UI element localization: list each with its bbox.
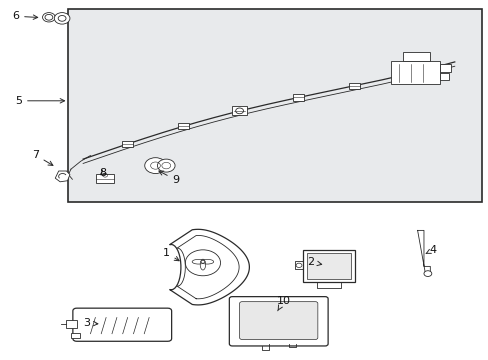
Text: 10: 10 <box>276 296 290 311</box>
Polygon shape <box>55 171 70 182</box>
Text: 3: 3 <box>83 318 98 328</box>
Bar <box>71 333 80 338</box>
Bar <box>68 9 481 202</box>
FancyBboxPatch shape <box>239 302 317 339</box>
Bar <box>390 61 439 84</box>
Bar <box>96 174 114 183</box>
Circle shape <box>144 158 166 174</box>
Text: 6: 6 <box>12 11 38 21</box>
Bar <box>439 73 448 80</box>
FancyBboxPatch shape <box>229 297 327 346</box>
Bar <box>307 253 350 279</box>
Bar <box>293 94 304 101</box>
Bar <box>178 123 188 130</box>
Polygon shape <box>169 229 249 305</box>
Bar <box>66 320 77 328</box>
Text: 9: 9 <box>159 171 179 185</box>
Bar <box>303 250 354 282</box>
Circle shape <box>423 271 431 276</box>
Circle shape <box>157 159 175 172</box>
Bar <box>348 82 359 89</box>
Text: 8: 8 <box>99 168 106 178</box>
Circle shape <box>42 13 55 22</box>
Bar <box>439 64 450 72</box>
Bar <box>233 108 244 114</box>
Bar <box>232 106 246 115</box>
Text: 1: 1 <box>163 248 179 261</box>
Text: 2: 2 <box>307 257 321 267</box>
Text: 5: 5 <box>15 96 64 106</box>
Text: 7: 7 <box>32 150 53 165</box>
Bar <box>403 52 429 61</box>
FancyBboxPatch shape <box>73 308 171 341</box>
Text: 4: 4 <box>426 245 435 255</box>
Circle shape <box>54 13 70 24</box>
Bar <box>122 141 133 147</box>
